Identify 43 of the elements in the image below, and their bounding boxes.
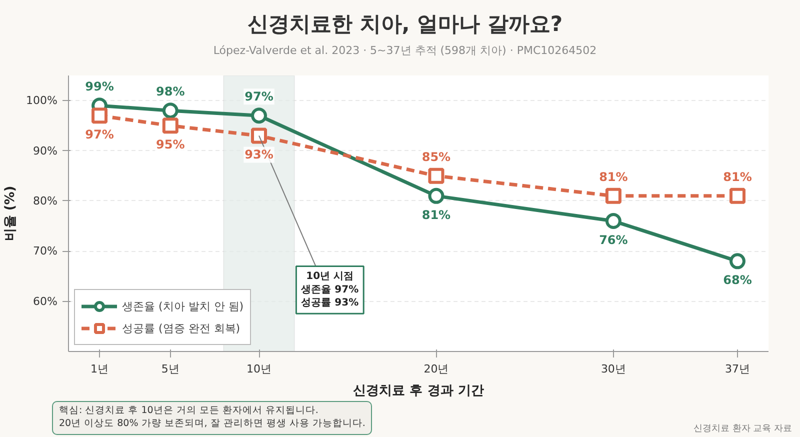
x-tick-label: 37년 xyxy=(724,362,750,376)
point xyxy=(162,102,178,119)
point xyxy=(251,108,268,124)
point xyxy=(605,188,622,204)
chart-title: 신경치료한 치아, 얼마나 갈까요? xyxy=(246,11,564,38)
legend-label: 생존율 (치아 발치 안 됨) xyxy=(122,298,244,314)
point xyxy=(162,118,178,134)
point xyxy=(428,168,444,184)
x-tick-label: 30년 xyxy=(600,362,626,376)
point xyxy=(251,128,268,144)
x-tick-label: 10년 xyxy=(246,362,272,376)
point xyxy=(428,188,444,204)
point xyxy=(92,108,108,124)
annotation: 10년 시점 생존율 97% 성공률 93% xyxy=(300,271,359,309)
data-label: 81% xyxy=(422,208,451,222)
x-axis-title: 신경치료 후 경과 기간 xyxy=(353,384,484,398)
point xyxy=(605,213,622,230)
x-tick-label: 1년 xyxy=(90,362,109,376)
data-label: 85% xyxy=(422,150,451,164)
data-label: 98% xyxy=(156,84,185,99)
x-tick-label: 20년 xyxy=(424,362,449,376)
data-label: 68% xyxy=(723,273,752,288)
legend-label: 성공률 (염증 완전 회복) xyxy=(122,320,240,336)
point xyxy=(729,188,746,204)
chart-subtitle: López-Valverde et al. 2023 · 5~37년 추적 (598개 치아) · PMC10264502 xyxy=(212,43,598,59)
y-tick-label: 90% xyxy=(33,144,58,158)
y-axis-title: 비율 (%) xyxy=(3,186,18,242)
data-label: 95% xyxy=(156,138,185,152)
data-label: 97% xyxy=(85,128,114,142)
text: 신경치료 환자 교육 자료 xyxy=(692,423,792,436)
y-tick-label: 80% xyxy=(33,194,58,208)
y-tick-label: 100% xyxy=(26,94,58,108)
data-label: 81% xyxy=(723,170,752,184)
data-label: 97% xyxy=(244,90,274,104)
y-tick-label: 60% xyxy=(33,294,58,308)
data-label: 81% xyxy=(599,170,628,184)
data-label: 93% xyxy=(244,148,274,162)
text: 핵심: 신경치료 후 10년은 거의 모든 환자에서 유지됩니다. 20년 이상도 80% 가량 보존되며, 잘 관리하면 평생 사용 가능합니다. xyxy=(52,401,372,435)
data-label: 76% xyxy=(599,233,628,248)
data-label: 99% xyxy=(85,80,114,94)
y-tick-label: 70% xyxy=(33,244,58,258)
point xyxy=(729,253,746,270)
x-tick-label: 5년 xyxy=(161,362,180,376)
